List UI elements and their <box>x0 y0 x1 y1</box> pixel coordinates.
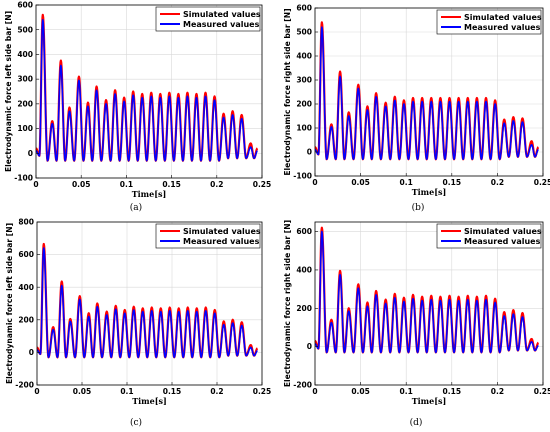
x-tick-label: 0.05 <box>351 178 370 187</box>
series-line-measured <box>314 230 539 354</box>
legend-box <box>155 6 261 32</box>
y-tick-label: 0 <box>28 149 33 158</box>
y-tick-label: 0 <box>307 148 312 157</box>
plot-frame <box>314 7 544 177</box>
y-axis-label: Electrodynamic force right side bar [N] <box>283 220 292 387</box>
x-tick-label: 0.25 <box>534 178 550 187</box>
x-tick-label: 0.15 <box>163 387 182 396</box>
y-tick-label: 300 <box>17 75 33 84</box>
y-tick-label: 600 <box>296 227 312 236</box>
plot-frame <box>36 221 263 386</box>
legend-box <box>155 223 261 249</box>
x-tick-label: 0 <box>33 180 38 189</box>
series-line-simulated <box>35 13 259 162</box>
y-tick-label: 600 <box>18 250 34 259</box>
plot-frame <box>35 4 263 179</box>
legend-entry: Measured values <box>183 20 260 29</box>
y-tick-label: 0 <box>29 348 34 357</box>
plot-frame <box>314 221 544 386</box>
x-tick-label: 0.2 <box>491 178 504 187</box>
x-tick-label: 0.05 <box>72 180 91 189</box>
panel-caption: (d) <box>410 417 423 428</box>
y-tick-label: 500 <box>17 25 33 34</box>
legend-entry: Simulated values <box>464 13 542 22</box>
legend-box <box>436 9 542 35</box>
y-tick-label: 500 <box>296 28 312 37</box>
x-tick-label: 0.2 <box>491 387 504 396</box>
panel-caption: (c) <box>130 417 142 428</box>
legend-entry: Measured values <box>464 23 541 32</box>
x-axis-label: Time[s] <box>132 396 167 406</box>
x-tick-label: 0.15 <box>443 178 462 187</box>
legend-entry: Measured values <box>183 237 260 246</box>
y-tick-label: 400 <box>17 50 33 59</box>
x-tick-label: 0.1 <box>400 387 413 396</box>
series-line-measured <box>35 19 258 162</box>
x-axis-label: Time[s] <box>412 396 447 406</box>
y-tick-label: 200 <box>18 315 34 324</box>
x-tick-label: 0 <box>34 387 39 396</box>
y-tick-label: 400 <box>296 266 312 275</box>
x-tick-label: 0.25 <box>253 180 272 189</box>
x-tick-label: 0.25 <box>534 387 550 396</box>
x-axis-label: Time[s] <box>132 189 167 199</box>
x-tick-label: 0.1 <box>120 180 133 189</box>
legend-entry: Measured values <box>464 237 541 246</box>
y-tick-label: -100 <box>14 174 33 183</box>
x-tick-label: 0 <box>312 387 317 396</box>
legend-box <box>436 223 542 249</box>
x-tick-label: 0.2 <box>210 387 223 396</box>
y-tick-label: -200 <box>293 381 312 390</box>
y-tick-label: 400 <box>296 52 312 61</box>
y-tick-label: 400 <box>18 283 34 292</box>
series-line-simulated <box>36 242 259 359</box>
x-tick-label: 0.1 <box>400 178 413 187</box>
x-axis-label: Time[s] <box>412 187 447 197</box>
series-line-measured <box>36 247 259 359</box>
series-line-measured <box>314 26 539 160</box>
y-tick-label: 300 <box>296 76 312 85</box>
x-tick-label: 0.15 <box>162 180 181 189</box>
x-tick-label: 0.15 <box>443 387 462 396</box>
y-tick-label: -200 <box>15 381 34 390</box>
x-tick-label: 0.05 <box>351 387 370 396</box>
y-tick-label: 100 <box>296 124 312 133</box>
y-tick-label: 800 <box>18 218 34 227</box>
legend-entry: Simulated values <box>183 10 261 19</box>
x-tick-label: 0 <box>312 178 317 187</box>
x-tick-label: 0.25 <box>253 387 272 396</box>
panel-caption: (b) <box>412 202 425 213</box>
x-tick-label: 0.2 <box>210 180 223 189</box>
y-axis-label: Electrodynamic force right side bar [N] <box>283 8 292 175</box>
x-tick-label: 0.1 <box>120 387 133 396</box>
legend-entry: Simulated values <box>183 227 261 236</box>
y-tick-label: 200 <box>296 100 312 109</box>
y-axis-label: Electrodynamic force left side bar [N] <box>4 11 13 172</box>
panel-caption: (a) <box>130 202 142 213</box>
y-tick-label: 600 <box>17 1 33 10</box>
legend-entry: Simulated values <box>464 227 542 236</box>
y-tick-label: 200 <box>17 99 33 108</box>
y-tick-label: -100 <box>293 172 312 181</box>
y-tick-label: 600 <box>296 4 312 13</box>
series-line-simulated <box>314 21 540 161</box>
x-tick-label: 0.05 <box>73 387 92 396</box>
y-tick-label: 0 <box>307 342 312 351</box>
y-axis-label: Electrodynamic force left side bar [N] <box>5 223 14 384</box>
y-tick-label: 200 <box>296 304 312 313</box>
y-tick-label: 100 <box>17 124 33 133</box>
